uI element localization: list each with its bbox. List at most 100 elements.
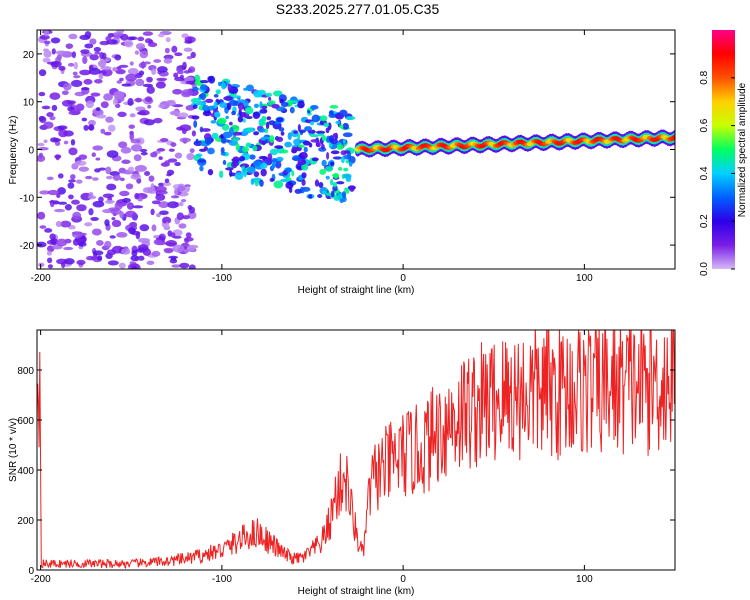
heat-cell (147, 42, 158, 48)
heat-cell (179, 201, 184, 207)
heat-cell (215, 89, 221, 95)
y-tick-label: 400 (17, 466, 34, 477)
heat-cell (171, 257, 177, 261)
heat-cell (191, 130, 196, 137)
heat-cell (177, 112, 189, 118)
heat-cell (342, 138, 346, 144)
heat-cell (341, 191, 347, 199)
heat-cell (54, 140, 61, 146)
page-title: S233.2025.277.01.05.C35 (275, 1, 440, 17)
heat-cell (125, 73, 137, 82)
heat-cell (85, 175, 93, 180)
heat-cell (151, 68, 157, 75)
heat-cell (119, 190, 130, 197)
heat-cell (191, 115, 200, 120)
heat-cell (143, 119, 155, 126)
heat-cell (348, 161, 353, 167)
heat-cell (156, 212, 161, 218)
heat-cell (204, 137, 213, 145)
heat-cell (120, 248, 131, 255)
heat-cell (179, 137, 192, 143)
heat-cell (203, 146, 208, 151)
heat-cell (129, 132, 135, 141)
heat-cell (260, 168, 267, 177)
heat-cell (158, 156, 163, 161)
heat-cell (343, 173, 352, 179)
heat-cell (207, 105, 216, 111)
heat-cell (242, 118, 246, 123)
heat-cell (156, 148, 166, 152)
heat-cell (119, 210, 124, 219)
heat-cell (42, 48, 50, 52)
heat-cell (317, 194, 323, 199)
heat-cell (127, 98, 134, 106)
heat-cell (91, 152, 97, 158)
heat-cell (219, 170, 224, 179)
heat-cell (311, 157, 319, 162)
heat-cell (128, 227, 136, 235)
heat-cell (200, 84, 208, 91)
heat-cell (156, 77, 168, 81)
heat-cell (65, 43, 74, 49)
heat-cell (220, 138, 227, 144)
heat-cell (150, 183, 155, 191)
heat-cell (317, 133, 325, 137)
heat-cell (183, 70, 191, 74)
heat-cell (136, 111, 147, 116)
heat-cell (131, 249, 138, 257)
heat-cell (229, 169, 233, 177)
heat-cell (114, 201, 123, 210)
heat-cell (153, 59, 162, 63)
heat-cell (116, 232, 128, 238)
heat-cell (120, 146, 132, 154)
heat-cell (222, 159, 227, 166)
heat-cell (134, 50, 140, 55)
heat-cell (291, 146, 298, 154)
heat-cell (97, 255, 103, 261)
heat-cell (83, 124, 89, 131)
heat-cell (311, 105, 315, 111)
heat-cell (339, 198, 344, 204)
heat-cell (227, 83, 232, 92)
heat-cell (276, 136, 284, 143)
heat-cell (125, 210, 137, 218)
colorbar-label: Normalized spectral amplitude (737, 82, 748, 217)
heat-cell (225, 115, 229, 120)
heat-cell (285, 167, 292, 173)
heat-cell (287, 132, 292, 140)
heat-cell (90, 216, 99, 221)
heat-cell (124, 39, 134, 48)
spectrogram-heatmap (37, 30, 675, 269)
heat-cell (47, 189, 60, 196)
heat-cell (55, 220, 62, 227)
heat-cell (38, 91, 46, 97)
heat-cell (186, 55, 193, 60)
heat-cell (142, 31, 154, 36)
heat-cell (91, 228, 102, 236)
heat-cell (259, 179, 264, 187)
heat-cell (77, 241, 87, 247)
heat-cell (232, 137, 240, 142)
heat-cell (210, 120, 217, 124)
heat-cell (120, 33, 129, 41)
heat-cell (278, 127, 285, 132)
heat-cell (112, 67, 118, 72)
heat-cell (186, 245, 196, 252)
heat-cell (343, 167, 349, 172)
heat-cell (68, 179, 76, 183)
heat-cell (192, 104, 198, 109)
heat-cell (182, 61, 187, 70)
heat-cell (195, 138, 199, 145)
heat-cell (100, 66, 112, 71)
heat-cell (122, 197, 131, 203)
heat-cell (56, 258, 68, 265)
heat-cell (192, 86, 199, 92)
heat-cell (182, 215, 191, 220)
heat-cell (137, 255, 145, 261)
heat-cell (273, 90, 283, 97)
heat-cell (183, 47, 193, 52)
heat-cell (271, 157, 278, 163)
heat-cell (80, 49, 90, 54)
heat-cell (289, 106, 295, 114)
